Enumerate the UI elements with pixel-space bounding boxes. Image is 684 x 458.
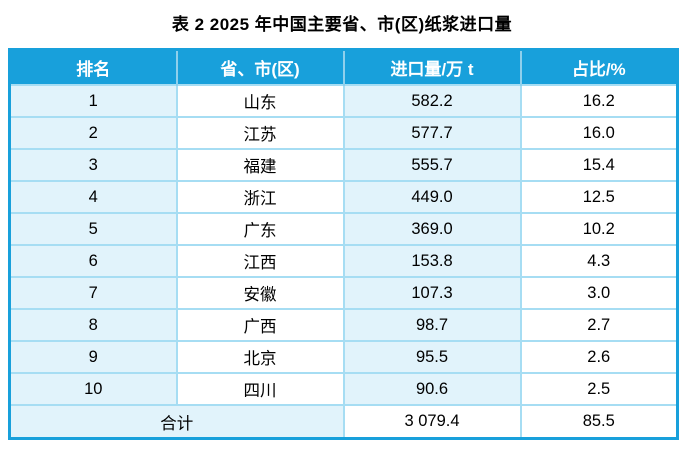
region-cell: 山东 bbox=[175, 84, 345, 118]
volume-cell: 582.2 bbox=[342, 84, 522, 118]
share-cell: 2.6 bbox=[519, 340, 679, 374]
rank-cell: 1 bbox=[8, 84, 178, 118]
share-cell: 10.2 bbox=[519, 212, 679, 246]
region-cell: 福建 bbox=[175, 148, 345, 182]
total-row: 合计 3 079.4 85.5 bbox=[8, 404, 679, 440]
header-region: 省、市(区) bbox=[175, 49, 344, 85]
region-cell: 安徽 bbox=[175, 276, 345, 310]
table-row: 2 江苏 577.7 16.0 bbox=[8, 116, 679, 150]
region-cell: 四川 bbox=[175, 372, 345, 406]
rank-cell: 3 bbox=[8, 148, 178, 182]
table-row: 10 四川 90.6 2.5 bbox=[8, 372, 679, 406]
table-row: 8 广西 98.7 2.7 bbox=[8, 308, 679, 342]
header-share: 占比/% bbox=[519, 49, 678, 85]
volume-cell: 153.8 bbox=[342, 244, 522, 278]
rank-cell: 4 bbox=[8, 180, 178, 214]
share-cell: 2.5 bbox=[519, 372, 679, 406]
table-row: 1 山东 582.2 16.2 bbox=[8, 84, 679, 118]
region-cell: 江西 bbox=[175, 244, 345, 278]
share-cell: 12.5 bbox=[519, 180, 679, 214]
rank-cell: 7 bbox=[8, 276, 178, 310]
region-cell: 江苏 bbox=[175, 116, 345, 150]
header-row: 排名 省、市(区) 进口量/万 t 占比/% bbox=[9, 49, 678, 85]
pulp-import-table: 排名 省、市(区) 进口量/万 t 占比/% 1 山东 582.2 16.2 2… bbox=[8, 48, 679, 440]
rank-cell: 5 bbox=[8, 212, 178, 246]
rank-cell: 2 bbox=[8, 116, 178, 150]
volume-cell: 449.0 bbox=[342, 180, 522, 214]
region-cell: 广西 bbox=[175, 308, 345, 342]
volume-cell: 369.0 bbox=[342, 212, 522, 246]
share-cell: 15.4 bbox=[519, 148, 679, 182]
region-cell: 广东 bbox=[175, 212, 345, 246]
rank-cell: 8 bbox=[8, 308, 178, 342]
volume-cell: 90.6 bbox=[342, 372, 522, 406]
share-cell: 4.3 bbox=[519, 244, 679, 278]
table-row: 4 浙江 449.0 12.5 bbox=[8, 180, 679, 214]
share-cell: 3.0 bbox=[519, 276, 679, 310]
table-row: 7 安徽 107.3 3.0 bbox=[8, 276, 679, 310]
header-rank: 排名 bbox=[9, 49, 177, 85]
region-cell: 北京 bbox=[175, 340, 345, 374]
table-row: 6 江西 153.8 4.3 bbox=[8, 244, 679, 278]
region-cell: 浙江 bbox=[175, 180, 345, 214]
volume-cell: 555.7 bbox=[342, 148, 522, 182]
share-cell: 16.0 bbox=[519, 116, 679, 150]
header-volume: 进口量/万 t bbox=[342, 49, 521, 85]
table-row: 3 福建 555.7 15.4 bbox=[8, 148, 679, 182]
share-cell: 2.7 bbox=[519, 308, 679, 342]
table-row: 9 北京 95.5 2.6 bbox=[8, 340, 679, 374]
volume-cell: 577.7 bbox=[342, 116, 522, 150]
table-title: 表 2 2025 年中国主要省、市(区)纸浆进口量 bbox=[171, 15, 513, 34]
total-volume-cell: 3 079.4 bbox=[342, 404, 522, 440]
total-share-cell: 85.5 bbox=[519, 404, 679, 440]
total-label-cell: 合计 bbox=[8, 404, 345, 440]
share-cell: 16.2 bbox=[519, 84, 679, 118]
volume-cell: 95.5 bbox=[342, 340, 522, 374]
rank-cell: 10 bbox=[8, 372, 178, 406]
table-row: 5 广东 369.0 10.2 bbox=[8, 212, 679, 246]
rank-cell: 6 bbox=[8, 244, 178, 278]
volume-cell: 98.7 bbox=[342, 308, 522, 342]
volume-cell: 107.3 bbox=[342, 276, 522, 310]
rank-cell: 9 bbox=[8, 340, 178, 374]
